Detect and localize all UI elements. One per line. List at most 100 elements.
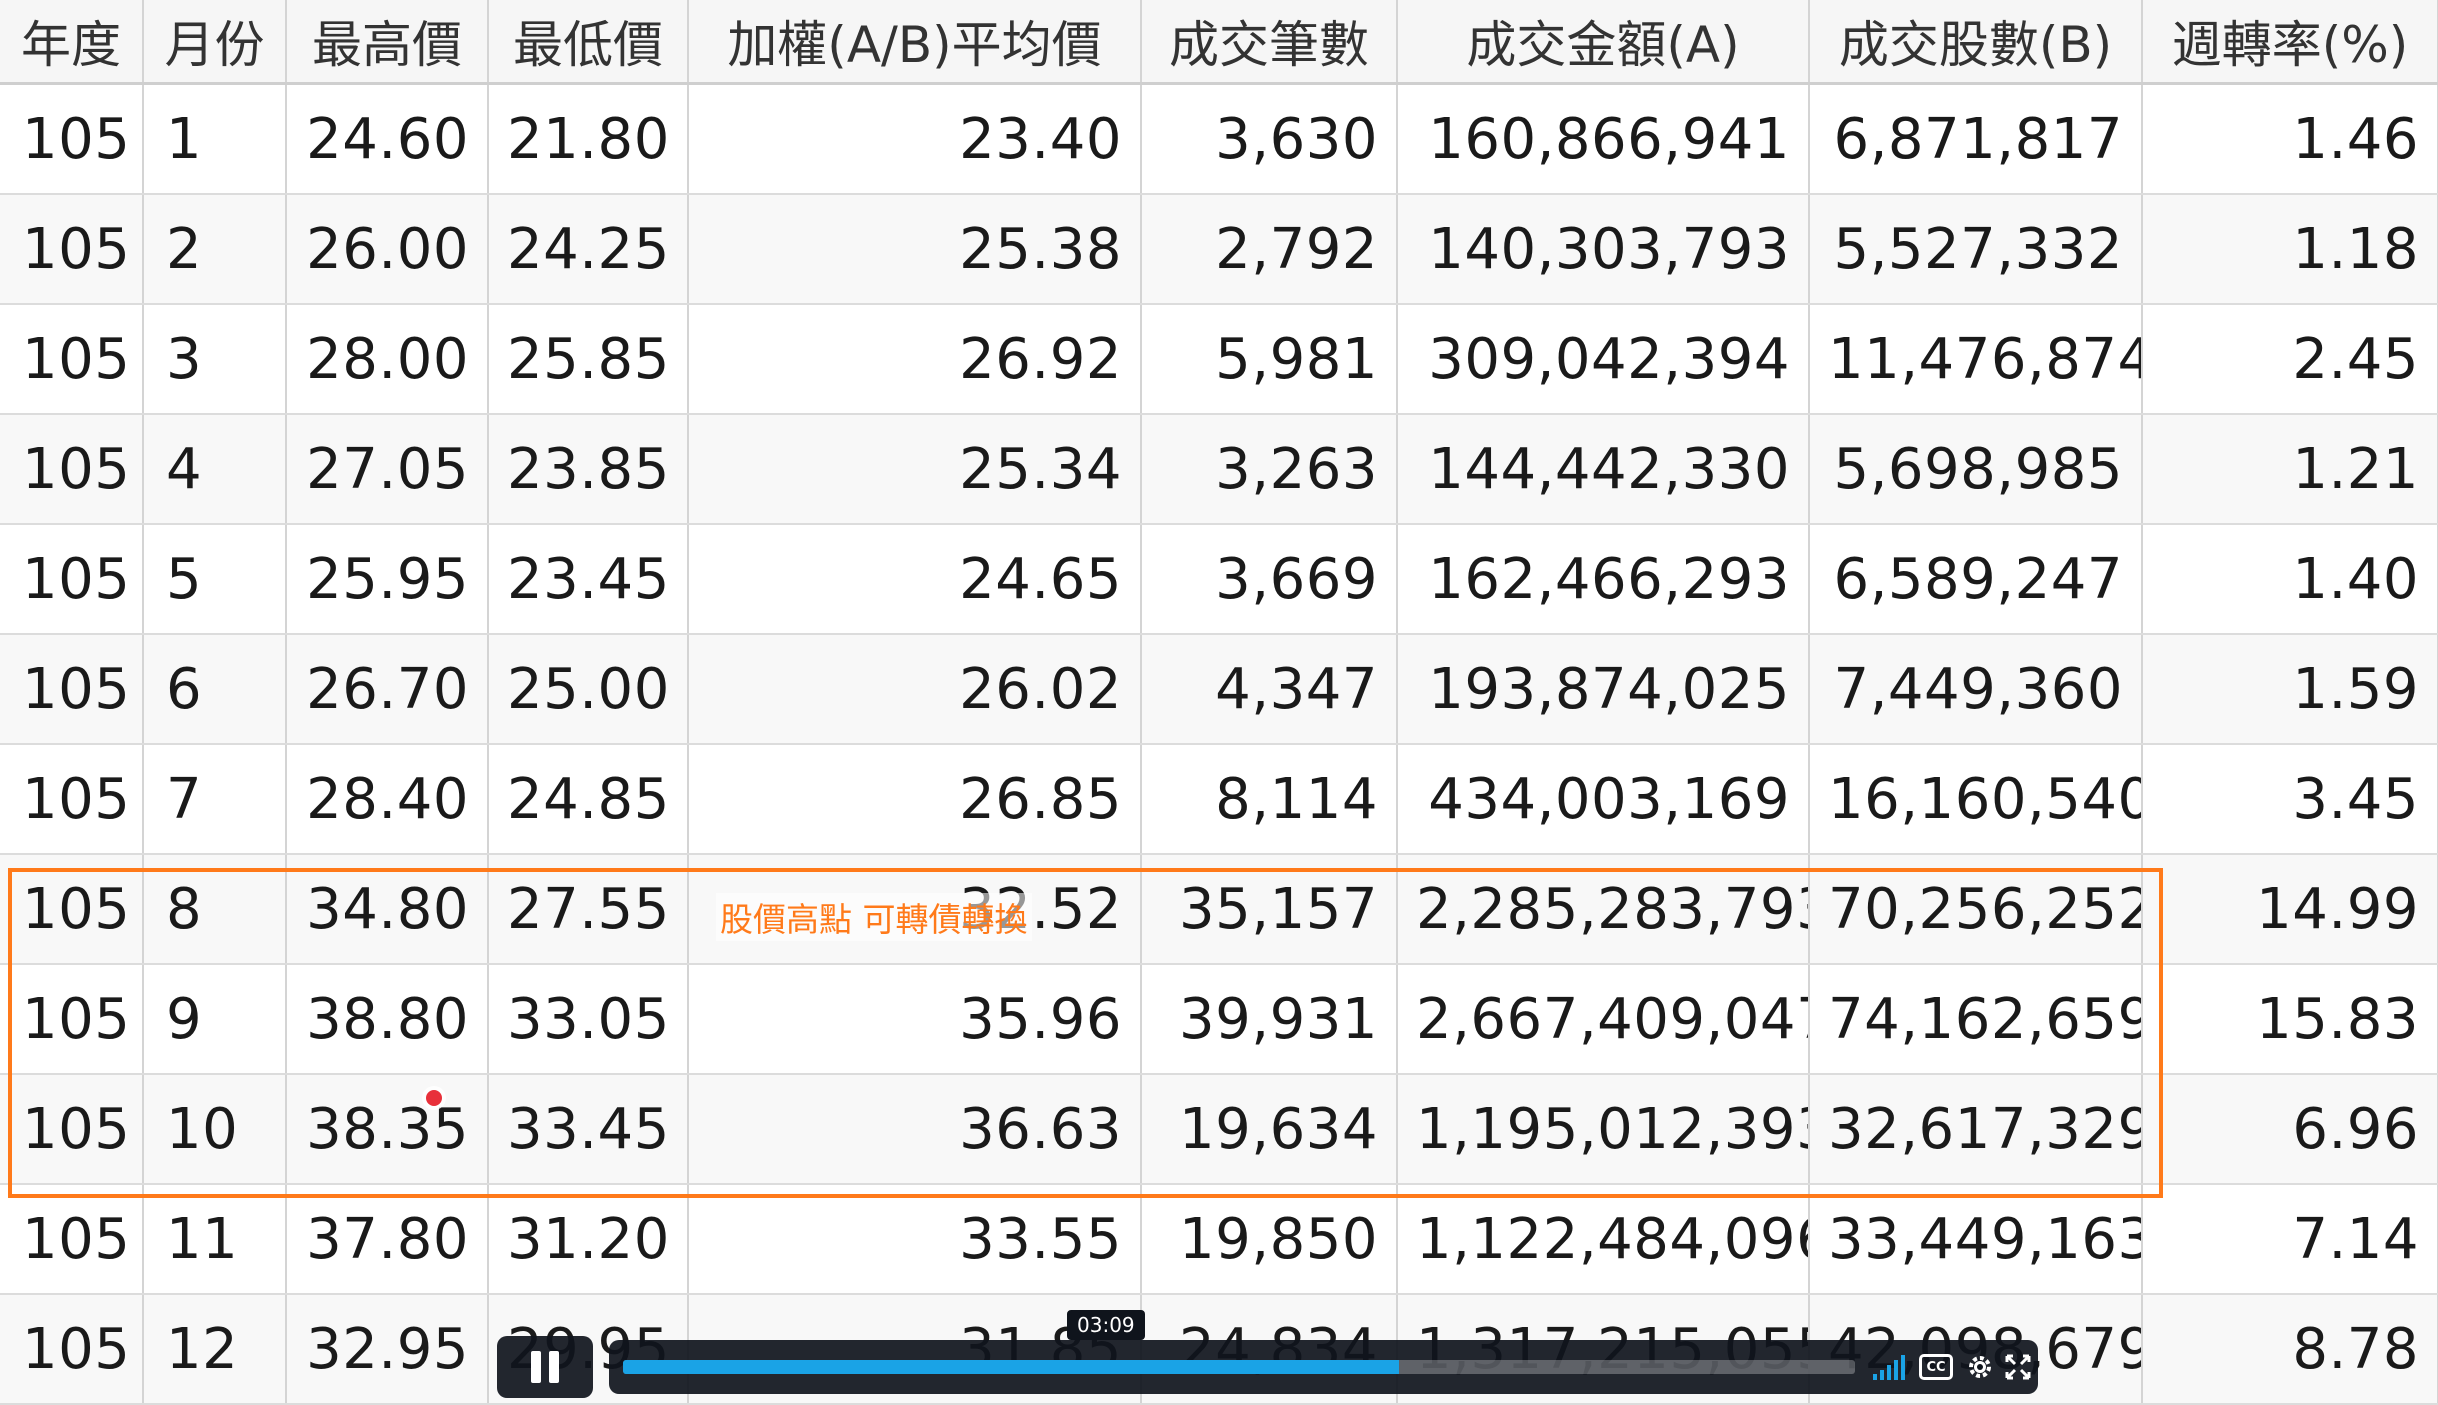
fullscreen-icon[interactable]	[2005, 1354, 2031, 1380]
column-header: 月份	[143, 0, 287, 85]
video-player-controls: 03:09 CC	[497, 1310, 2038, 1398]
table-cell: 105	[0, 634, 144, 745]
table-cell: 1.46	[2142, 83, 2438, 195]
table-cell: 105	[0, 854, 144, 965]
table-cell: 15.83	[2142, 964, 2438, 1075]
progress-fill	[623, 1360, 1400, 1374]
table-cell: 4,347	[1141, 634, 1398, 745]
closed-captions-icon[interactable]: CC	[1919, 1354, 1953, 1380]
table-cell: 12	[143, 1294, 287, 1405]
table-cell: 6.96	[2142, 1074, 2438, 1185]
table-cell: 70,256,252	[1809, 854, 2143, 965]
table-cell: 11,476,874	[1809, 304, 2143, 415]
column-header: 加權(A/B)平均價	[688, 0, 1142, 85]
table-cell: 23.45	[488, 524, 689, 635]
table-cell: 33.55	[688, 1184, 1142, 1295]
column-header: 年度	[0, 0, 144, 85]
table-cell: 5	[143, 524, 287, 635]
table-cell: 31.20	[488, 1184, 689, 1295]
table-cell: 26.00	[286, 194, 489, 305]
annotation-label: 股價高點 可轉債轉換	[716, 893, 1032, 941]
table-cell: 2,792	[1141, 194, 1398, 305]
column-header: 最低價	[488, 0, 689, 85]
pause-icon	[531, 1351, 541, 1383]
table-cell: 24.65	[688, 524, 1142, 635]
volume-icon[interactable]	[1871, 1352, 1907, 1382]
table-cell: 27.05	[286, 414, 489, 525]
table-row: 105 1 24.60 21.80 23.40 3,630 160,866,941 6,871…	[0, 83, 2438, 195]
table-cell: 105	[0, 1184, 144, 1295]
table-cell: 27.55	[488, 854, 689, 965]
table-cell: 105	[0, 1294, 144, 1405]
table-cell: 32.95	[286, 1294, 489, 1405]
table-cell: 35.96	[688, 964, 1142, 1075]
table-cell: 9	[143, 964, 287, 1075]
table-cell: 6	[143, 634, 287, 745]
table-cell: 33,449,163	[1809, 1184, 2143, 1295]
table-cell: 1,122,484,096	[1397, 1184, 1810, 1295]
table-cell: 2.45	[2142, 304, 2438, 415]
table-cell: 23.40	[688, 83, 1142, 195]
table-cell: 33.45	[488, 1074, 689, 1185]
table-cell: 1.18	[2142, 194, 2438, 305]
pause-button[interactable]	[497, 1336, 593, 1398]
table-cell: 6,871,817	[1809, 83, 2143, 195]
table-row: 105 5 25.95 23.45 24.65 3,669 162,466,293 6,589…	[0, 524, 2438, 635]
table-cell: 74,162,659	[1809, 964, 2143, 1075]
table-cell: 5,527,332	[1809, 194, 2143, 305]
table-cell: 8	[143, 854, 287, 965]
table-row: 105 11 37.80 31.20 33.55 19,850 1,122,484,096 3…	[0, 1184, 2438, 1295]
table-cell: 162,466,293	[1397, 524, 1810, 635]
table-cell: 193,874,025	[1397, 634, 1810, 745]
table-row: 105 3 28.00 25.85 26.92 5,981 309,042,394 11,47…	[0, 304, 2438, 415]
table-cell: 309,042,394	[1397, 304, 1810, 415]
table-cell: 7,449,360	[1809, 634, 2143, 745]
table-row: 105 6 26.70 25.00 26.02 4,347 193,874,025 7,449…	[0, 634, 2438, 745]
table-cell: 1.40	[2142, 524, 2438, 635]
table-cell: 160,866,941	[1397, 83, 1810, 195]
table-cell: 19,850	[1141, 1184, 1398, 1295]
table-cell: 24.85	[488, 744, 689, 855]
table-cell: 1	[143, 83, 287, 195]
table-row: 105 10 38.35 33.45 36.63 19,634 1,195,012,393 3…	[0, 1074, 2438, 1185]
progress-bar[interactable]	[623, 1360, 1855, 1374]
table-cell: 21.80	[488, 83, 689, 195]
table-cell: 105	[0, 964, 144, 1075]
table-cell: 105	[0, 304, 144, 415]
table-cell: 36.63	[688, 1074, 1142, 1185]
table-cell: 7.14	[2142, 1184, 2438, 1295]
time-tooltip: 03:09	[1067, 1310, 1145, 1340]
table-cell: 6,589,247	[1809, 524, 2143, 635]
table-cell: 105	[0, 83, 144, 195]
table-cell: 105	[0, 744, 144, 855]
table-cell: 26.92	[688, 304, 1142, 415]
table-cell: 25.00	[488, 634, 689, 745]
table-row: 105 8 34.80 27.55 32.52 35,157 2,285,283,793 70…	[0, 854, 2438, 965]
table-cell: 39,931	[1141, 964, 1398, 1075]
table-cell: 2	[143, 194, 287, 305]
table-cell: 105	[0, 1074, 144, 1185]
column-header: 成交筆數	[1141, 0, 1398, 85]
table-cell: 3,669	[1141, 524, 1398, 635]
gear-icon[interactable]	[1965, 1352, 1995, 1382]
table-cell: 8,114	[1141, 744, 1398, 855]
table-cell: 25.95	[286, 524, 489, 635]
table-cell: 33.05	[488, 964, 689, 1075]
table-cell: 1.21	[2142, 414, 2438, 525]
table-cell: 38.80	[286, 964, 489, 1075]
pause-icon-bar	[549, 1351, 559, 1383]
table-cell: 11	[143, 1184, 287, 1295]
table-row: 105 9 38.80 33.05 35.96 39,931 2,667,409,047 74…	[0, 964, 2438, 1075]
column-header: 成交股數(B)	[1809, 0, 2143, 85]
table-cell: 23.85	[488, 414, 689, 525]
table-cell: 10	[143, 1074, 287, 1185]
table-cell: 3	[143, 304, 287, 415]
table-cell: 105	[0, 194, 144, 305]
table-cell: 3,630	[1141, 83, 1398, 195]
table-cell: 37.80	[286, 1184, 489, 1295]
table-cell: 24.25	[488, 194, 689, 305]
table-cell: 7	[143, 744, 287, 855]
table-cell: 5,698,985	[1809, 414, 2143, 525]
column-header: 週轉率(%)	[2142, 0, 2438, 85]
